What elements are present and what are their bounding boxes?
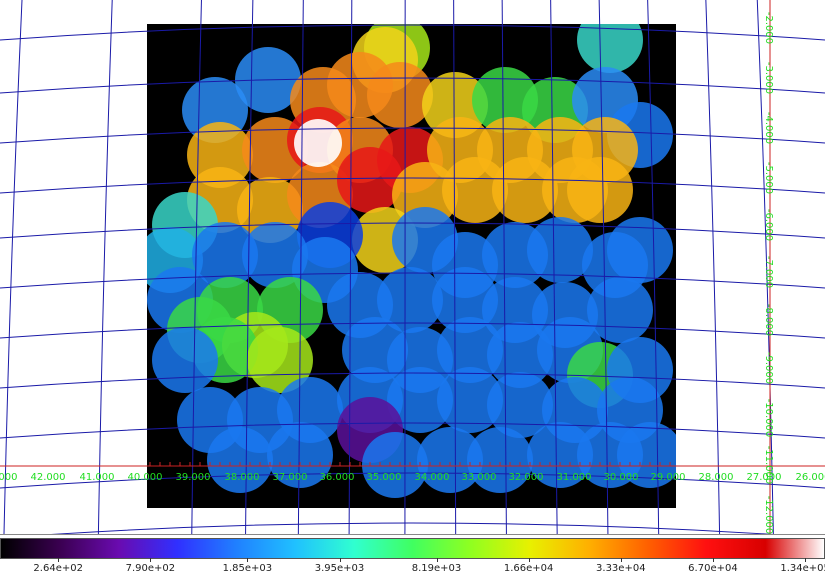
colorbar-label: 3.33e+04 xyxy=(596,563,646,574)
ra-label: 42.000 xyxy=(31,472,66,483)
dec-label: -9.000 xyxy=(763,352,774,384)
pointing-disk xyxy=(152,327,218,393)
colorbar-label: 8.19e+03 xyxy=(412,563,462,574)
colorbar-tick xyxy=(437,558,438,562)
ra-label: 38.000 xyxy=(225,472,260,483)
ra-label: 31.000 xyxy=(557,472,592,483)
ra-label: 26.000 xyxy=(796,472,825,483)
colorbar-label: 7.90e+02 xyxy=(126,563,176,574)
ra-label: 34.000 xyxy=(415,472,450,483)
colorbar-panel: 2.64e+02 7.90e+02 1.85e+03 3.95e+03 8.19e+03… xyxy=(0,534,825,577)
sky-image-viewer[interactable]: 43.000 42.000 41.000 40.000 39.000 38.000 37.0… xyxy=(0,0,825,534)
dec-label: -5.000 xyxy=(763,162,774,194)
pointing-disk xyxy=(207,427,273,493)
colorbar-tick xyxy=(58,558,59,562)
dec-label: -4.000 xyxy=(763,112,774,144)
dec-label: -11.000 xyxy=(763,446,774,485)
ra-label: 35.000 xyxy=(367,472,402,483)
pointing-disk xyxy=(567,157,633,223)
dec-axis-labels: -2.000 -3.000 -4.000 -5.000 -6.000 -7.000 -8.0… xyxy=(763,12,774,534)
ra-label: 30.000 xyxy=(604,472,639,483)
colorbar-label: 1.66e+04 xyxy=(504,563,554,574)
dec-label: -2.000 xyxy=(763,12,774,44)
ra-label: 41.000 xyxy=(80,472,115,483)
colorbar xyxy=(0,538,825,559)
ra-label: 39.000 xyxy=(176,472,211,483)
dec-label: -12.000 xyxy=(763,496,774,534)
colorbar-tick xyxy=(150,558,151,562)
pointing-disk xyxy=(367,62,433,128)
colorbar-label: 2.64e+02 xyxy=(33,563,83,574)
saturated-core xyxy=(294,119,342,167)
ra-label: 37.000 xyxy=(273,472,308,483)
ra-label: 33.000 xyxy=(462,472,497,483)
dec-label: -8.000 xyxy=(763,304,774,336)
colorbar-tick xyxy=(247,558,248,562)
dec-label: -10.000 xyxy=(763,399,774,438)
colorbar-label: 3.95e+03 xyxy=(315,563,365,574)
colorbar-label: 1.85e+03 xyxy=(223,563,273,574)
colorbar-label: 1.34e+05 xyxy=(780,563,825,574)
ra-label: 32.000 xyxy=(509,472,544,483)
colorbar-tick xyxy=(340,558,341,562)
colorbar-tick xyxy=(713,558,714,562)
dec-label: -7.000 xyxy=(763,256,774,288)
ra-label: 43.000 xyxy=(0,472,18,483)
dec-label: -6.000 xyxy=(763,209,774,241)
colorbar-label: 6.70e+04 xyxy=(688,563,738,574)
dec-label: -3.000 xyxy=(763,62,774,94)
ra-label: 28.000 xyxy=(699,472,734,483)
colorbar-tick xyxy=(529,558,530,562)
ra-label: 29.000 xyxy=(651,472,686,483)
colorbar-tick xyxy=(805,558,806,562)
ra-label: 36.000 xyxy=(320,472,355,483)
pointing-disk xyxy=(467,427,533,493)
colorbar-tick xyxy=(621,558,622,562)
ra-label: 40.000 xyxy=(128,472,163,483)
